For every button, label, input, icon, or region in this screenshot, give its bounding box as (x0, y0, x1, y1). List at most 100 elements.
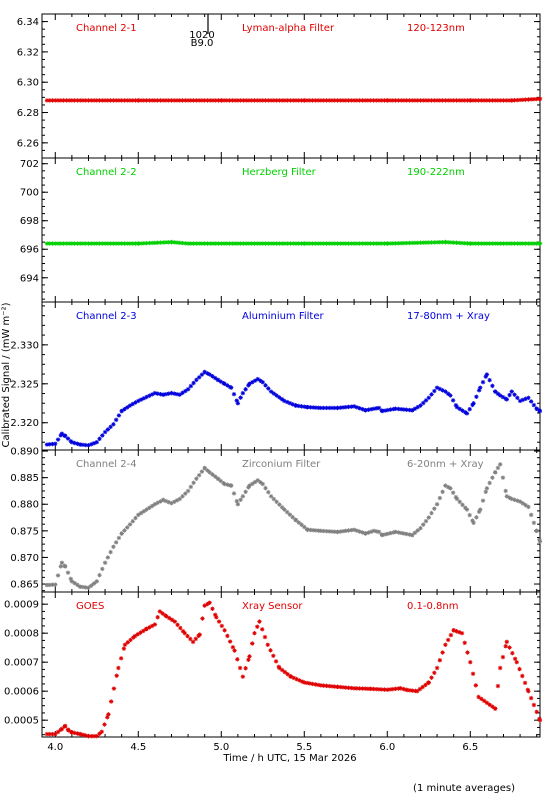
data-point (279, 505, 285, 510)
data-point (338, 241, 343, 246)
data-point (523, 396, 528, 402)
data-point (53, 241, 58, 246)
data-point (216, 619, 222, 624)
data-point (537, 539, 543, 544)
y-tick-label: 6.34 (17, 17, 39, 28)
data-point (362, 241, 368, 246)
data-point (166, 499, 171, 505)
y-tick-label: 6.32 (17, 47, 39, 58)
data-point (357, 406, 362, 411)
panel-label-2: Lyman-alpha Filter (242, 23, 335, 34)
data-point (83, 241, 88, 246)
data-point (393, 241, 398, 246)
data-point (135, 632, 140, 637)
data-point (246, 98, 252, 103)
data-point (380, 408, 385, 414)
data-point (83, 442, 88, 448)
data-point (291, 98, 296, 103)
data-point (268, 389, 274, 394)
data-point (149, 623, 155, 629)
data-point (53, 98, 58, 103)
data-point (421, 522, 426, 527)
data-point (497, 665, 503, 671)
data-point (390, 686, 396, 692)
data-point (202, 603, 207, 608)
data-point (271, 496, 277, 502)
x-tick-label: 5.0 (213, 742, 229, 753)
data-point (274, 241, 279, 246)
data-point (393, 529, 398, 535)
data-point (376, 98, 382, 103)
data-point (263, 485, 268, 491)
panel-frame (41, 13, 541, 159)
data-point (451, 98, 456, 103)
data-point (459, 240, 465, 246)
data-point (421, 400, 426, 406)
data-point (160, 497, 166, 503)
data-point (122, 407, 127, 412)
data-point (89, 98, 94, 103)
data-point (169, 390, 174, 396)
data-point (338, 529, 343, 534)
flare-marker: 1020 B9.0 (189, 14, 215, 49)
data-point (247, 381, 252, 386)
data-point (118, 656, 124, 661)
data-point (133, 98, 138, 103)
data-point (191, 480, 196, 485)
data-point (340, 685, 346, 690)
y-tick-label: 0.0008 (4, 629, 39, 640)
data-point (465, 98, 470, 103)
data-point (89, 733, 94, 739)
data-point (421, 240, 426, 245)
data-point (188, 241, 194, 246)
data-point (141, 98, 147, 103)
data-point (407, 407, 412, 413)
data-point (64, 98, 69, 103)
data-point (219, 98, 224, 103)
data-point (450, 398, 456, 403)
data-point (260, 241, 265, 246)
data-point (335, 529, 340, 535)
data-point (252, 378, 258, 383)
data-point (185, 98, 191, 103)
data-point (257, 619, 262, 624)
data-point (365, 241, 371, 246)
data-point (44, 241, 50, 246)
data-point (138, 98, 144, 103)
data-point (432, 388, 437, 394)
data-point (147, 98, 152, 103)
data-point (401, 240, 407, 246)
data-point (72, 730, 77, 736)
data-point (258, 480, 263, 485)
data-point (478, 507, 483, 512)
data-point (210, 374, 215, 379)
data-point (291, 241, 296, 246)
data-point (113, 540, 119, 545)
data-point (409, 98, 415, 103)
data-point (351, 404, 357, 409)
data-point (105, 715, 110, 720)
data-point (409, 240, 415, 246)
data-point (125, 405, 130, 410)
data-point (243, 666, 248, 671)
data-point (517, 398, 523, 404)
data-point (369, 529, 374, 534)
data-point (321, 98, 326, 103)
data-point (443, 389, 448, 394)
panel-label-2: Xray Sensor (242, 601, 303, 612)
data-point (302, 680, 307, 685)
data-point (119, 98, 124, 103)
data-point (418, 525, 423, 531)
data-point (222, 381, 227, 386)
data-point (152, 98, 158, 103)
data-point (440, 650, 445, 655)
data-point (304, 680, 310, 686)
data-point (429, 240, 434, 245)
data-point (158, 240, 163, 245)
data-point (448, 486, 453, 491)
panel-label-3: 17-80nm + Xray (407, 311, 490, 322)
data-point (130, 519, 135, 524)
data-point (346, 528, 351, 533)
data-point (164, 614, 169, 619)
data-point (108, 424, 113, 430)
